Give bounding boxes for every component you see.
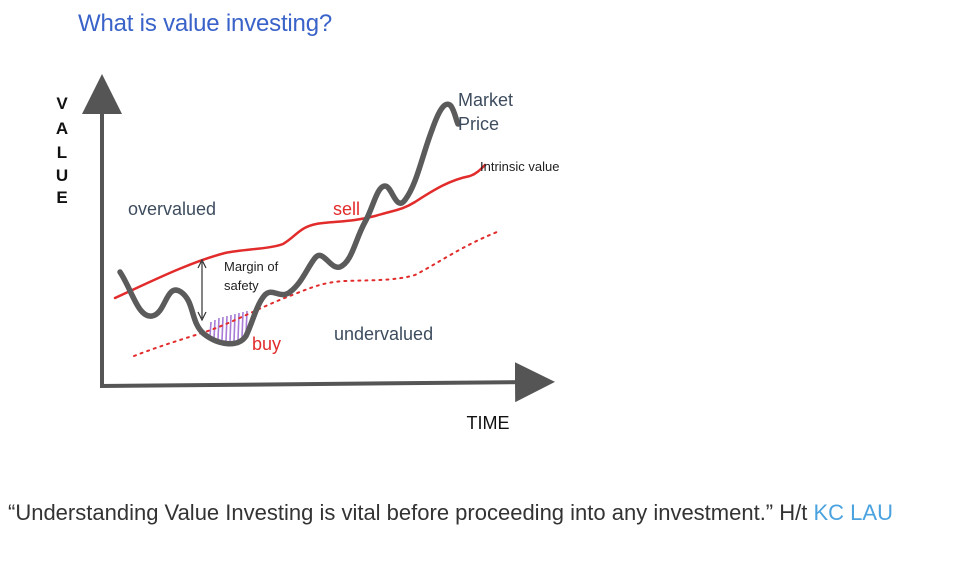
overvalued-label: overvalued (128, 199, 216, 219)
intrinsic-value-label: Intrinsic value (480, 159, 559, 174)
y-axis-letter-e: E (56, 188, 67, 207)
y-axis-label: V A L U E (56, 94, 68, 207)
sell-label: sell (333, 199, 360, 219)
margin-of-safety-label: Margin of (224, 259, 279, 274)
author-link[interactable]: KC LAU (813, 500, 893, 525)
margin-of-safety-arrow (197, 258, 207, 322)
margin-of-safety-hatch (209, 310, 248, 342)
y-axis-letter-l: L (57, 143, 67, 162)
margin-of-safety-label-2: safety (224, 278, 259, 293)
quote-text: “Understanding Value Investing is vital … (8, 500, 814, 525)
undervalued-label: undervalued (334, 324, 433, 344)
y-axis-letter-v: V (56, 94, 68, 113)
quote-caption: “Understanding Value Investing is vital … (8, 494, 948, 532)
x-axis (99, 362, 555, 403)
y-axis-letter-u: U (56, 166, 68, 185)
y-axis-letter-a: A (56, 119, 68, 138)
page-title: What is value investing? (78, 10, 332, 37)
buy-label: buy (252, 334, 281, 354)
market-price-label-2: Price (458, 114, 499, 134)
market-price-label: Market (458, 90, 513, 110)
market-price-line (117, 101, 461, 347)
lower-value-band-line (133, 231, 498, 357)
intrinsic-value-line (113, 163, 487, 300)
x-axis-label: TIME (467, 413, 510, 433)
value-investing-diagram: V A L U E TIME Market Price Intrinsic va… (56, 74, 559, 433)
